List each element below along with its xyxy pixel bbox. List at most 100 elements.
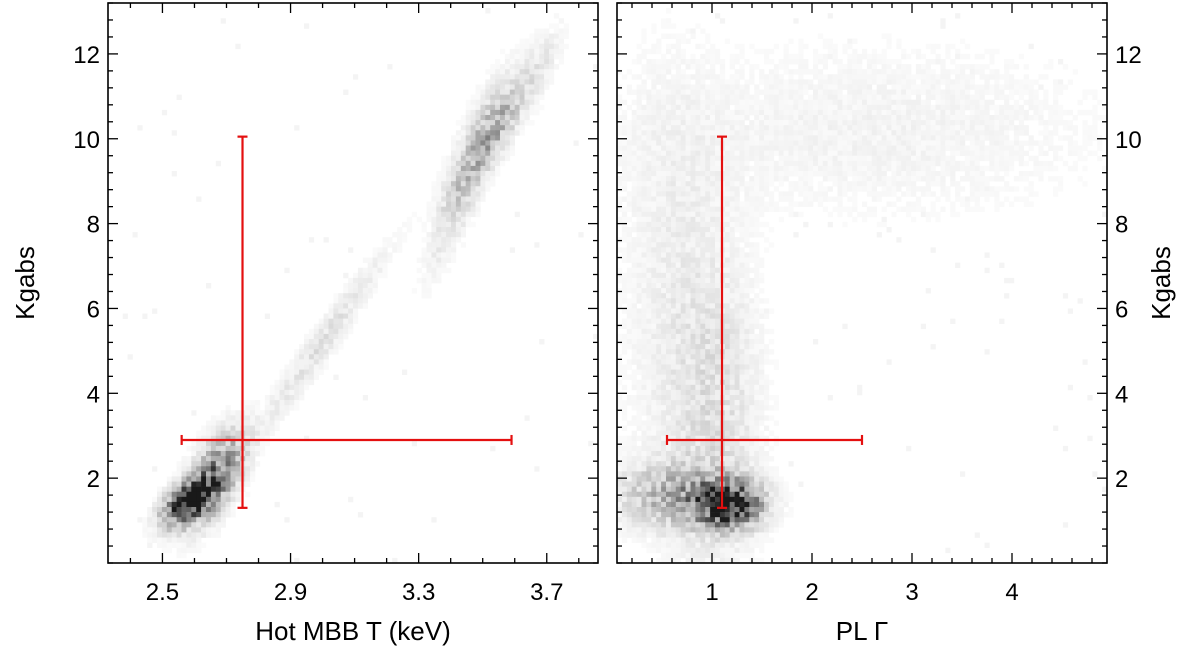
- heatmap-cell: [641, 211, 647, 218]
- heatmap-cell: [431, 201, 437, 207]
- heatmap-cell: [308, 344, 315, 350]
- heatmap-cell: [857, 115, 863, 121]
- heatmap-cell: [803, 79, 809, 85]
- heatmap-cell: [768, 507, 775, 513]
- heatmap-cell: [402, 237, 408, 243]
- heatmap-cell: [191, 456, 197, 462]
- heatmap-cell: [754, 242, 760, 248]
- heatmap-cell: [847, 145, 853, 151]
- heatmap-cell: [685, 486, 691, 493]
- heatmap-cell: [631, 186, 637, 192]
- heatmap-cell: [773, 64, 779, 70]
- heatmap-cell: [641, 400, 647, 406]
- heatmap-cell: [729, 547, 735, 554]
- heatmap-cell: [631, 486, 637, 493]
- heatmap-cell: [636, 176, 642, 182]
- heatmap-cell: [715, 171, 721, 177]
- heatmap-cell: [500, 74, 506, 80]
- heatmap-cell: [734, 451, 740, 457]
- heatmap-cell: [685, 354, 691, 360]
- heatmap-cell: [191, 532, 197, 538]
- heatmap-cell: [411, 440, 417, 447]
- heatmap-cell: [729, 155, 735, 162]
- heatmap-cell: [768, 104, 775, 111]
- heatmap-cell: [832, 140, 838, 146]
- heatmap-cell: [259, 425, 266, 431]
- heatmap-cell: [749, 64, 755, 70]
- heatmap-cell: [656, 293, 662, 299]
- heatmap-cell: [710, 191, 716, 197]
- heatmap-cell: [734, 542, 740, 549]
- heatmap-cell: [734, 242, 740, 248]
- heatmap-cell: [842, 181, 848, 187]
- heatmap-cell: [631, 277, 637, 284]
- heatmap-cell: [631, 99, 637, 106]
- heatmap-cell: [646, 532, 652, 538]
- heatmap-cell: [670, 33, 677, 39]
- heatmap-cell: [348, 318, 354, 325]
- heatmap-cell: [343, 328, 349, 335]
- heatmap-cell: [617, 176, 623, 182]
- heatmap-cell: [343, 89, 349, 95]
- heatmap-cell: [690, 323, 696, 330]
- heatmap-cell: [832, 59, 838, 65]
- heatmap-cell: [798, 43, 804, 50]
- heatmap-cell: [759, 486, 765, 493]
- heatmap-cell: [426, 277, 432, 284]
- heatmap-cell: [651, 43, 657, 50]
- heatmap-cell: [646, 507, 652, 513]
- heatmap-cell: [670, 211, 677, 218]
- heatmap-cell: [636, 165, 642, 172]
- heatmap-cell: [651, 267, 657, 274]
- heatmap-cell: [768, 79, 775, 85]
- heatmap-cell: [739, 379, 745, 386]
- heatmap-cell: [122, 313, 128, 319]
- heatmap-cell: [754, 323, 760, 330]
- heatmap-cell: [666, 99, 672, 106]
- heatmap-cell: [328, 318, 334, 325]
- heatmap-cell: [666, 547, 672, 554]
- heatmap-cell: [279, 384, 285, 391]
- heatmap-cell: [621, 221, 628, 228]
- heatmap-cell: [176, 532, 182, 538]
- heatmap-cell: [210, 430, 217, 437]
- heatmap-cell: [822, 43, 828, 50]
- heatmap-cell: [661, 288, 667, 294]
- heatmap-cell: [617, 461, 623, 467]
- heatmap-cell: [749, 196, 755, 202]
- heatmap-cell: [847, 125, 853, 131]
- heatmap-cell: [621, 277, 628, 284]
- heatmap-cell: [666, 79, 672, 85]
- heatmap-cell: [426, 283, 432, 289]
- heatmap-cell: [739, 84, 745, 90]
- heatmap-cell: [333, 344, 339, 350]
- heatmap-cell: [724, 395, 730, 401]
- heatmap-cell: [734, 267, 740, 274]
- heatmap-cell: [289, 384, 295, 391]
- heatmap-cell: [675, 191, 681, 197]
- heatmap-cell: [739, 507, 745, 513]
- heatmap-cell: [700, 104, 706, 111]
- heatmap-cell: [460, 227, 466, 233]
- heatmap-cell: [519, 120, 525, 126]
- heatmap-cell: [798, 89, 804, 95]
- heatmap-cell: [710, 395, 716, 401]
- heatmap-cell: [739, 109, 745, 116]
- heatmap-cell: [470, 186, 476, 192]
- heatmap-cell: [749, 379, 755, 386]
- heatmap-cell: [157, 522, 163, 528]
- heatmap-cell: [695, 257, 701, 263]
- heatmap-cell: [661, 79, 667, 85]
- heatmap-cell: [798, 176, 804, 182]
- heatmap-cell: [636, 359, 642, 365]
- heatmap-cell: [690, 557, 696, 564]
- heatmap-cell: [621, 216, 628, 223]
- heatmap-cell: [793, 79, 799, 85]
- heatmap-cell: [451, 252, 457, 258]
- heatmap-cell: [759, 471, 765, 477]
- heatmap-cell: [656, 486, 662, 493]
- heatmap-cell: [446, 211, 452, 218]
- heatmap-cell: [485, 89, 491, 95]
- heatmap-cell: [617, 140, 623, 146]
- heatmap-cell: [504, 84, 511, 90]
